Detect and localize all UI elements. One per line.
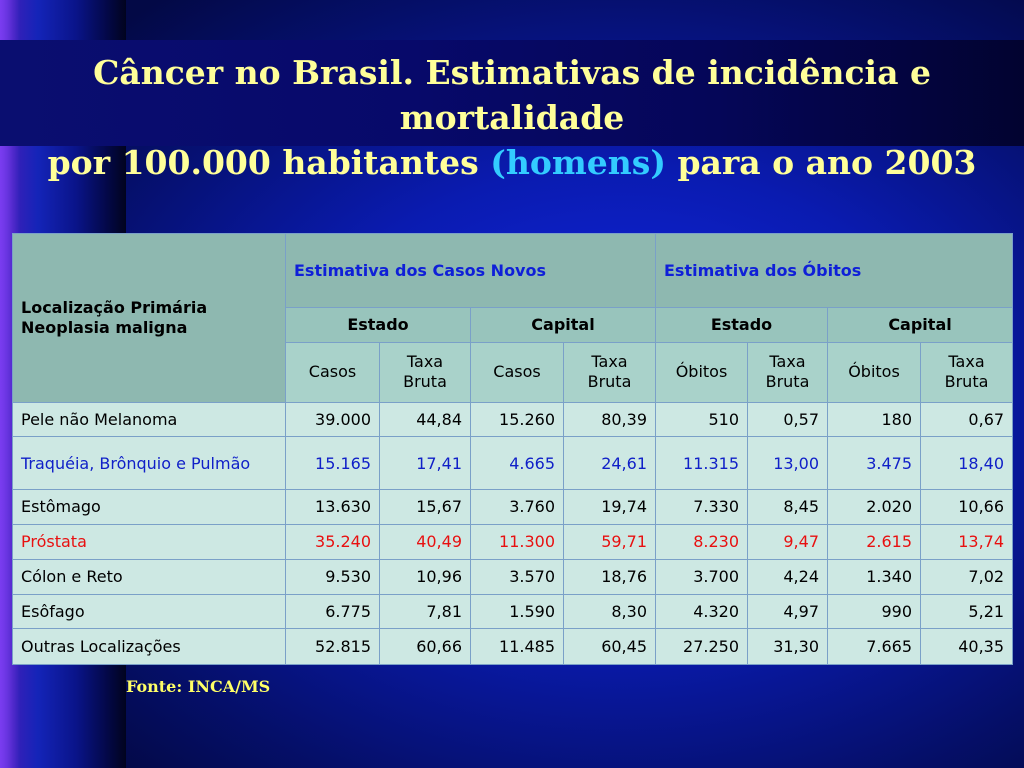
table-cell: 44,84 — [379, 401, 471, 438]
column-header: Taxa Bruta — [379, 341, 471, 403]
table-cell: 7.665 — [827, 628, 921, 665]
table-cell: 59,71 — [563, 523, 656, 561]
table-cell: 6.775 — [285, 593, 380, 630]
table-cell: 3.700 — [655, 559, 748, 595]
table-cell: 24,61 — [563, 436, 656, 491]
row-location: Traquéia, Brônquio e Pulmão — [12, 436, 286, 491]
subheader-estado-obitos: Estado — [655, 307, 828, 343]
title-line-2-pre: por 100.000 habitantes — [47, 143, 491, 182]
row-location: Próstata — [12, 523, 286, 561]
table-row: Esôfago 6.775 7,81 1.590 8,30 4.320 4,97 990 5,2… — [12, 593, 1014, 630]
column-header: Taxa Bruta — [747, 341, 828, 403]
table-cell: 990 — [827, 593, 921, 630]
table-cell: 10,96 — [379, 559, 471, 595]
table-cell: 13,74 — [919, 523, 1014, 561]
table-cell: 60,45 — [563, 628, 656, 665]
table-cell: 11.315 — [655, 436, 748, 491]
column-header: Casos — [470, 341, 564, 403]
table-cell: 17,41 — [379, 436, 471, 491]
corner-header: Localização Primária Neoplasia maligna — [12, 233, 286, 403]
table-row: Próstata 35.240 40,49 11.300 59,71 8.230 9,47 2… — [12, 523, 1014, 561]
table-cell: 2.615 — [827, 523, 921, 561]
table-cell: 9,47 — [747, 523, 828, 561]
table-cell: 9.530 — [285, 559, 380, 595]
table-cell: 15.165 — [285, 436, 380, 491]
header-row-subgroups: Estado Capital Estado Capital — [13, 307, 1014, 343]
table-row: Pele não Melanoma 39.000 44,84 15.260 80,39 5… — [12, 401, 1014, 438]
table-cell: 60,66 — [379, 628, 471, 665]
title-band — [0, 40, 1024, 146]
corner-label-1: Localização Primária — [21, 297, 208, 317]
table-cell: 10,66 — [919, 489, 1014, 525]
table-cell: 27.250 — [655, 628, 748, 665]
table-cell: 4,24 — [747, 559, 828, 595]
row-location: Cólon e Reto — [12, 559, 286, 595]
table-cell: 2.020 — [827, 489, 921, 525]
table-cell: 40,49 — [379, 523, 471, 561]
table-cell: 52.815 — [285, 628, 380, 665]
table-cell: 3.570 — [470, 559, 564, 595]
row-location: Estômago — [12, 489, 286, 525]
column-header: Óbitos — [827, 341, 921, 403]
row-location: Esôfago — [12, 593, 286, 630]
table-cell: 39.000 — [285, 401, 380, 438]
table-cell: 11.300 — [470, 523, 564, 561]
table-row: Cólon e Reto 9.530 10,96 3.570 18,76 3.700 4,2… — [12, 559, 1014, 595]
table-cell: 8.230 — [655, 523, 748, 561]
table-cell: 5,21 — [919, 593, 1014, 630]
table-cell: 7,02 — [919, 559, 1014, 595]
table-cell: 4.320 — [655, 593, 748, 630]
column-header: Taxa Bruta — [563, 341, 656, 403]
table-cell: 18,40 — [919, 436, 1014, 491]
table-cell: 13,00 — [747, 436, 828, 491]
table-cell: 1.340 — [827, 559, 921, 595]
title-line-2: por 100.000 habitantes (homens) para o a… — [0, 140, 1024, 185]
table-cell: 3.475 — [827, 436, 921, 491]
table-cell: 19,74 — [563, 489, 656, 525]
table-cell: 11.485 — [470, 628, 564, 665]
table-cell: 0,57 — [747, 401, 828, 438]
subheader-capital-obitos: Capital — [826, 307, 1014, 343]
table-cell: 180 — [827, 401, 921, 438]
title-line-2-post: para o ano 2003 — [665, 143, 977, 182]
row-location: Pele não Melanoma — [12, 401, 286, 438]
table-cell: 1.590 — [470, 593, 564, 630]
table-row: Traquéia, Brônquio e Pulmão 15.165 17,41 4.… — [12, 436, 1014, 491]
slide-title: Câncer no Brasil. Estimativas de incidên… — [0, 50, 1024, 185]
table-cell: 4.665 — [470, 436, 564, 491]
table-cell: 13.630 — [285, 489, 380, 525]
table-cell: 7.330 — [655, 489, 748, 525]
table-cell: 510 — [655, 401, 748, 438]
group-header-deaths: Estimativa dos Óbitos — [654, 232, 1014, 309]
table-cell: 15,67 — [379, 489, 471, 525]
column-header: Taxa Bruta — [919, 341, 1014, 403]
table-cell: 4,97 — [747, 593, 828, 630]
table-cell: 8,45 — [747, 489, 828, 525]
group-header-new-cases: Estimativa dos Casos Novos — [285, 232, 656, 309]
table-row: Estômago 13.630 15,67 3.760 19,74 7.330 8,45 2.… — [12, 489, 1014, 525]
table-cell: 8,30 — [563, 593, 656, 630]
table-cell: 80,39 — [563, 401, 656, 438]
row-location: Outras Localizações — [12, 628, 286, 665]
column-header: Óbitos — [655, 341, 748, 403]
table-cell: 7,81 — [379, 593, 471, 630]
column-header: Casos — [285, 341, 380, 403]
corner-label-2: Neoplasia maligna — [21, 317, 188, 337]
table-row: Outras Localizações 52.815 60,66 11.485 60,4… — [12, 628, 1014, 665]
table-cell: 0,67 — [919, 401, 1014, 438]
table-cell: 35.240 — [285, 523, 380, 561]
title-line-1: Câncer no Brasil. Estimativas de incidên… — [93, 53, 931, 137]
table-cell: 15.260 — [470, 401, 564, 438]
header-row-groups: Localização Primária Neoplasia maligna E… — [12, 232, 1014, 403]
title-highlight: (homens) — [490, 143, 666, 182]
table-cell: 3.760 — [470, 489, 564, 525]
subheader-estado-casos: Estado — [285, 307, 471, 343]
source-note: Fonte: INCA/MS — [126, 677, 271, 696]
header-row-columns: Casos Taxa Bruta Casos Taxa Bruta Óbitos… — [13, 341, 1014, 403]
table-cell: 40,35 — [919, 628, 1014, 665]
table-cell: 31,30 — [747, 628, 828, 665]
cancer-estimates-table: Localização Primária Neoplasia maligna E… — [12, 232, 1014, 665]
table-cell: 18,76 — [563, 559, 656, 595]
subheader-capital-casos: Capital — [470, 307, 656, 343]
